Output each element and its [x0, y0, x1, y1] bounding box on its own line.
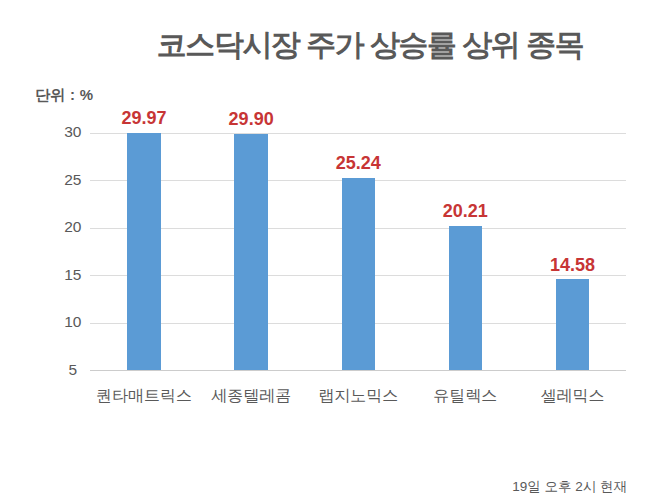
y-tick-label: 10: [53, 313, 93, 331]
category-label: 셀레믹스: [512, 386, 632, 407]
bar-1: [127, 133, 161, 370]
unit-label: 단위 : %: [35, 86, 93, 105]
chart-title: 코스닥시장 주가 상승률 상위 종목: [157, 28, 583, 61]
y-tick-label: 30: [53, 123, 93, 141]
y-tick-label: 25: [53, 171, 93, 189]
chart-page: 코스닥시장 주가 상승률 상위 종목 단위 : % 30 25 20 15 10 5 29.…: [0, 0, 670, 501]
category-label: 유틸렉스: [405, 386, 525, 407]
category-label: 랩지노믹스: [298, 386, 418, 407]
value-label: 25.24: [313, 153, 403, 173]
bar-5: [556, 279, 590, 370]
bar-3: [342, 178, 376, 370]
footer-note: 19일 오후 2시 현재: [512, 478, 627, 496]
y-tick-label: 5: [53, 361, 93, 379]
bar-2: [234, 134, 268, 370]
y-tick-label: 15: [53, 266, 93, 284]
value-label: 29.97: [99, 108, 189, 128]
x-axis-line: [90, 370, 626, 371]
y-tick-label: 20: [53, 218, 93, 236]
value-label: 14.58: [527, 255, 617, 275]
value-label: 29.90: [206, 109, 296, 129]
category-label: 퀀타매트릭스: [84, 386, 204, 407]
gridline: [90, 133, 626, 134]
category-label: 세종텔레콤: [191, 386, 311, 407]
bar-4: [449, 226, 483, 370]
value-label: 20.21: [420, 201, 510, 221]
